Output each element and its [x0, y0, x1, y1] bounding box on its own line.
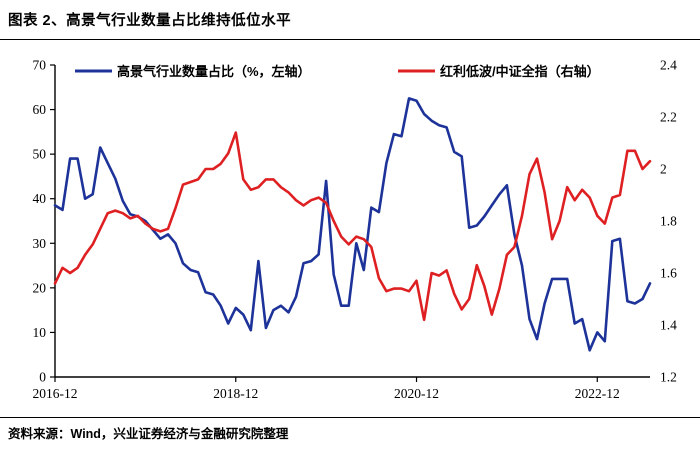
right-axis-tick-label: 1.2 [660, 370, 677, 385]
source-note: 资料来源：Wind，兴业证券经济与金融研究院整理 [8, 427, 289, 441]
right-axis-tick-label: 2.4 [660, 58, 677, 73]
left-axis-tick-label: 40 [33, 191, 47, 206]
x-axis-tick-label: 2020-12 [394, 386, 439, 401]
x-axis-tick-label: 2018-12 [213, 386, 258, 401]
right-axis-tick-label: 1.4 [660, 318, 677, 333]
left-axis-tick-label: 0 [39, 370, 46, 385]
series-line-0 [53, 97, 652, 352]
left-axis-tick-label: 70 [33, 58, 47, 73]
source-divider [0, 417, 700, 418]
left-axis-tick-label: 20 [33, 280, 47, 295]
series-line-1 [53, 131, 652, 322]
left-axis-tick-label: 60 [33, 102, 47, 117]
chart-svg: 0 10 20 30 40 50 60 70 1.2 1.4 1.6 1.8 2 2.2 2.4 2016-1… [33, 58, 678, 402]
right-axis-tick-label: 2.2 [660, 110, 677, 125]
left-axis-tick-label: 10 [33, 325, 47, 340]
legend-label-0: 高景气行业数量占比（%，左轴） [117, 64, 311, 79]
legend-label-1: 红利低波/中证全指（右轴） [440, 64, 600, 79]
right-axis-tick-label: 2 [660, 162, 667, 177]
left-axis-tick-label: 30 [33, 236, 47, 251]
x-axis-tick-label: 2016-12 [33, 386, 78, 401]
x-axis-tick-label: 2022-12 [575, 386, 620, 401]
title-divider [0, 39, 700, 40]
left-axis-tick-label: 50 [33, 147, 47, 162]
right-axis-tick-label: 1.6 [660, 266, 677, 281]
right-axis-tick-label: 1.8 [660, 214, 677, 229]
chart-title: 图表 2、高景气行业数量占比维持低位水平 [8, 13, 292, 29]
